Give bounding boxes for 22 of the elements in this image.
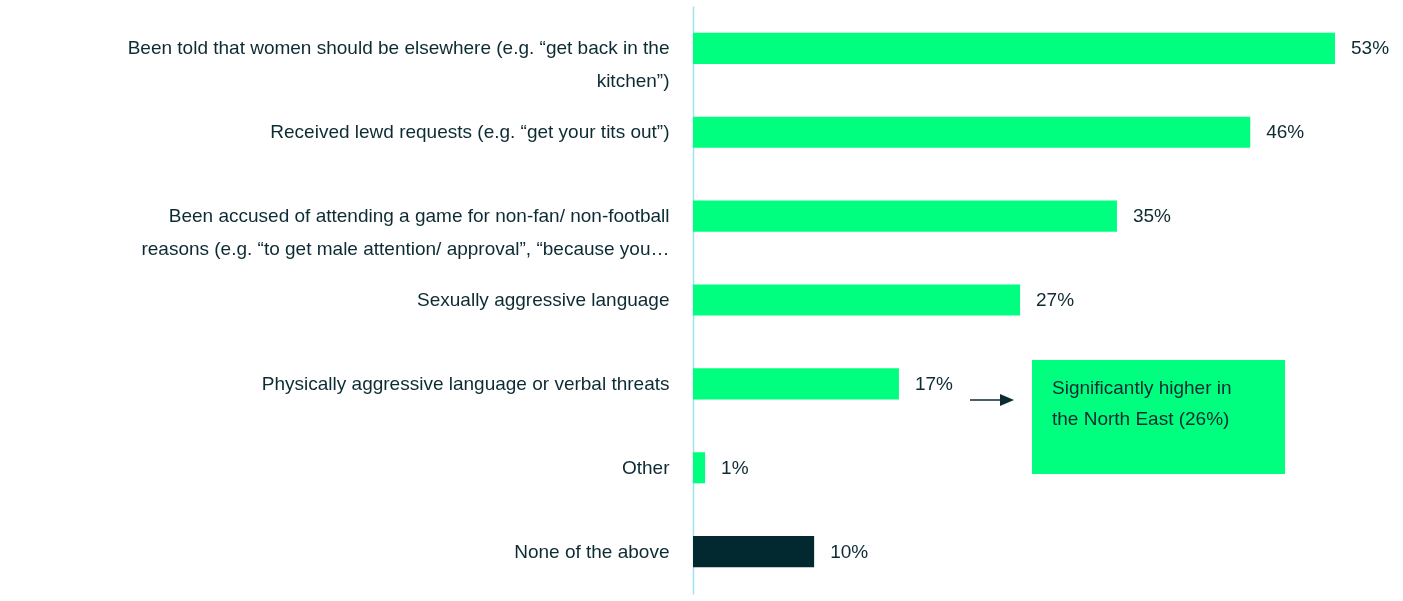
bar <box>693 32 1335 64</box>
y-tick-label: Been told that women should be elsewhere (e.g. “get back in the kitchen”) <box>127 37 670 92</box>
data-label: 35% <box>1132 205 1172 227</box>
y-tick-label: Other <box>621 456 671 478</box>
data-label: 10% <box>830 540 869 562</box>
bar <box>693 536 815 568</box>
bar <box>693 284 1021 316</box>
y-tick-label: None of the above <box>514 540 670 562</box>
y-tick-label: Received lewd requests (e.g. “get your tits out”) <box>270 121 670 143</box>
data-label: 27% <box>1036 289 1075 310</box>
y-tick-label: Been accused of attending a game for non-fan/ non-football reasons (e.g. “to get male attention/ approval”, “because you… <box>141 205 670 260</box>
data-label: 1% <box>721 456 749 478</box>
y-tick-label: Sexually aggressive language <box>417 289 670 310</box>
data-label: 46% <box>1266 121 1305 143</box>
bar <box>693 452 706 484</box>
bar <box>693 200 1117 232</box>
bar <box>693 368 899 400</box>
callout-box: Significantly higher in the North East (26%) <box>1032 360 1285 474</box>
data-label: 17% <box>914 372 954 394</box>
data-label: 53% <box>1351 37 1390 59</box>
bar <box>693 116 1251 148</box>
y-tick-label: Physically aggressive language or verbal threats <box>261 372 670 394</box>
